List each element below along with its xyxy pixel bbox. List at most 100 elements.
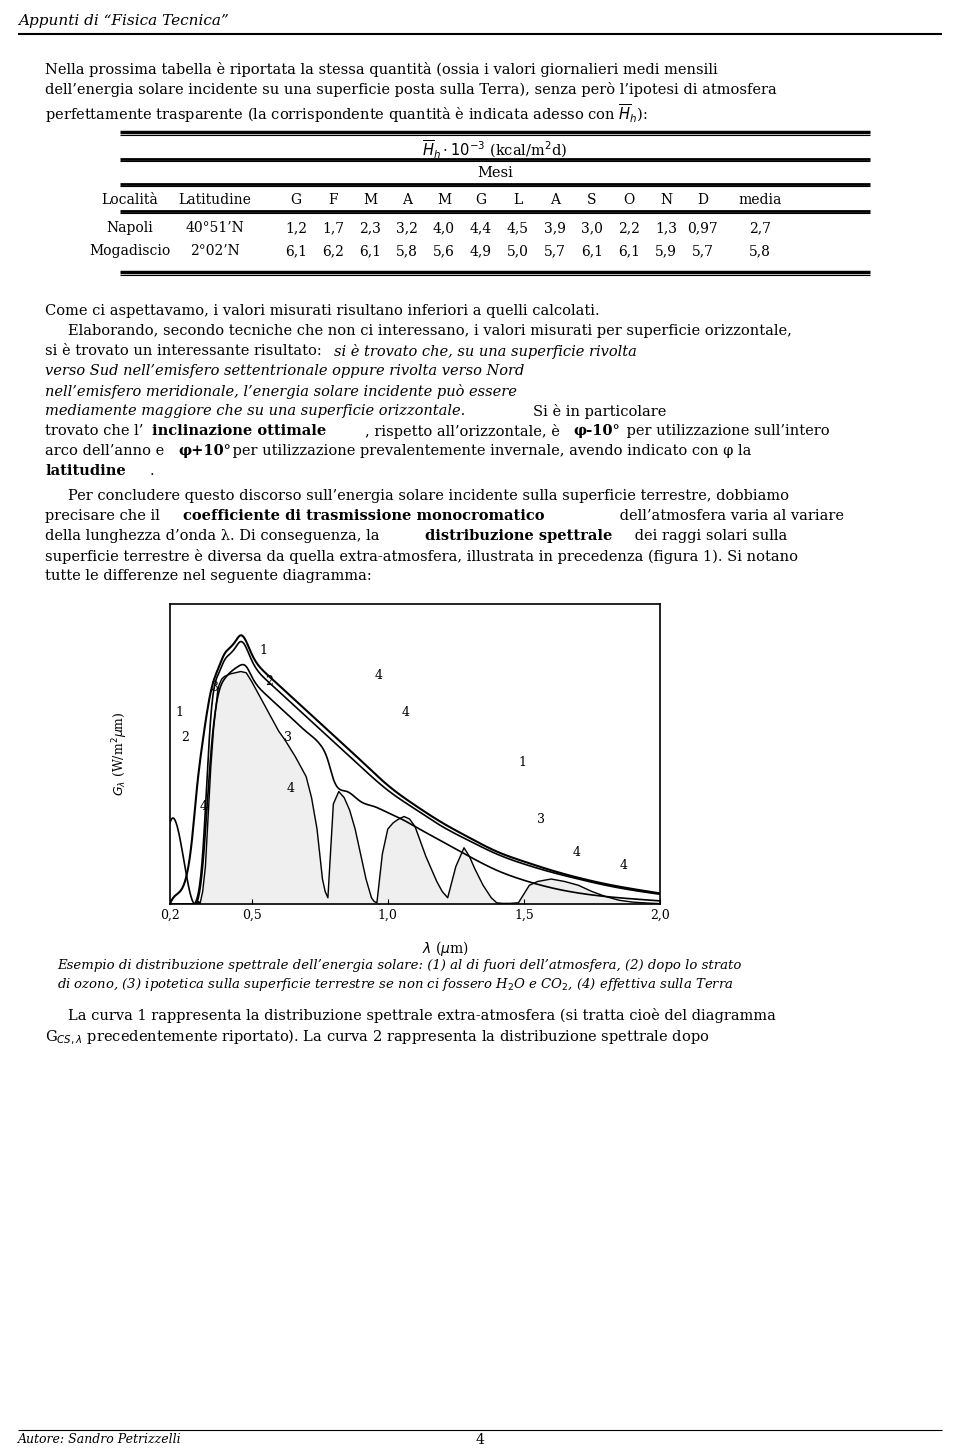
Text: φ+10°: φ+10° [178,443,230,458]
Text: Nella prossima tabella è riportata la stessa quantità (ossia i valori giornalier: Nella prossima tabella è riportata la st… [45,62,718,77]
Text: .: . [150,464,155,478]
Text: 0,97: 0,97 [687,222,718,235]
Text: 4: 4 [287,781,295,794]
Text: $\overline{H}_h \cdot 10^{-3}$ (kcal/m$^2$d): $\overline{H}_h \cdot 10^{-3}$ (kcal/m$^… [422,139,567,161]
Text: 3: 3 [538,813,545,826]
Text: La curva 1 rappresenta la distribuzione spettrale extra-atmosfera (si tratta cio: La curva 1 rappresenta la distribuzione … [68,1009,776,1023]
Text: G: G [475,193,487,207]
Text: 3: 3 [284,732,293,745]
Text: di ozono, (3) ipotetica sulla superficie terrestre se non ci fossero H$_2$O e CO: di ozono, (3) ipotetica sulla superficie… [57,977,733,993]
Text: 4,9: 4,9 [470,243,492,258]
Text: per utilizzazione sull’intero: per utilizzazione sull’intero [622,425,829,438]
Text: O: O [623,193,635,207]
Text: si è trovato un interessante risultato:: si è trovato un interessante risultato: [45,343,326,358]
Text: 1: 1 [176,707,183,720]
Text: 4: 4 [619,859,627,872]
Text: nell’emisfero meridionale, l’energia solare incidente può essere: nell’emisfero meridionale, l’energia sol… [45,384,516,398]
Text: media: media [738,193,781,207]
Text: , rispetto all’orizzontale, è: , rispetto all’orizzontale, è [365,425,564,439]
Text: 6,1: 6,1 [359,243,381,258]
Text: 2,2: 2,2 [618,222,640,235]
Text: 1: 1 [518,756,526,769]
Text: M: M [437,193,451,207]
Text: precisare che il: precisare che il [45,509,164,523]
Text: 4: 4 [401,707,409,720]
Text: 2,7: 2,7 [749,222,771,235]
Text: 4: 4 [200,800,208,813]
Text: 4: 4 [374,669,382,682]
Text: Località: Località [102,193,158,207]
Text: Per concludere questo discorso sull’energia solare incidente sulla superficie te: Per concludere questo discorso sull’ener… [68,488,789,503]
Text: 4: 4 [573,846,581,859]
Text: dell’atmosfera varia al variare: dell’atmosfera varia al variare [615,509,844,523]
Text: 6,1: 6,1 [618,243,640,258]
Text: 5,7: 5,7 [692,243,714,258]
Text: Mogadiscio: Mogadiscio [89,243,171,258]
Text: D: D [698,193,708,207]
Text: arco dell’anno e: arco dell’anno e [45,443,169,458]
Text: latitudine: latitudine [45,464,126,478]
Text: verso Sud nell’emisfero settentrionale oppure rivolta verso Nord: verso Sud nell’emisfero settentrionale o… [45,364,524,378]
Text: 4: 4 [475,1433,485,1448]
Text: Mesi: Mesi [477,167,513,180]
Text: 3,9: 3,9 [544,222,566,235]
Text: 2: 2 [265,675,274,688]
Text: della lunghezza d’onda λ. Di conseguenza, la: della lunghezza d’onda λ. Di conseguenza… [45,529,384,543]
Text: perfettamente trasparente (la corrispondente quantità è indicata adesso con $\ov: perfettamente trasparente (la corrispond… [45,101,648,125]
Text: inclinazione ottimale: inclinazione ottimale [152,425,326,438]
Text: A: A [402,193,412,207]
Text: dei raggi solari sulla: dei raggi solari sulla [630,529,787,543]
Text: Autore: Sandro Petrizzelli: Autore: Sandro Petrizzelli [18,1433,181,1446]
Text: 5,8: 5,8 [396,243,418,258]
Text: distribuzione spettrale: distribuzione spettrale [425,529,612,543]
Text: $\lambda$ ($\mu$m): $\lambda$ ($\mu$m) [421,939,468,958]
Text: 1,7: 1,7 [322,222,344,235]
Text: 4,0: 4,0 [433,222,455,235]
Text: dell’energia solare incidente su una superficie posta sulla Terra), senza però l: dell’energia solare incidente su una sup… [45,83,777,97]
Text: 5,8: 5,8 [749,243,771,258]
Text: Latitudine: Latitudine [179,193,252,207]
Text: 5,6: 5,6 [433,243,455,258]
Text: 3,0: 3,0 [581,222,603,235]
Text: A: A [550,193,560,207]
Text: 40°51’N: 40°51’N [185,222,245,235]
Text: F: F [328,193,338,207]
Text: 2: 2 [180,732,189,745]
Text: 5,9: 5,9 [655,243,677,258]
Text: M: M [363,193,377,207]
Text: L: L [514,193,522,207]
Text: 2°02’N: 2°02’N [190,243,240,258]
Text: G$_{CS,\lambda}$ precedentemente riportato). La curva 2 rappresenta la distribuz: G$_{CS,\lambda}$ precedentemente riporta… [45,1027,709,1048]
Text: 6,1: 6,1 [581,243,603,258]
Text: 6,1: 6,1 [285,243,307,258]
Text: 5,0: 5,0 [507,243,529,258]
Text: G: G [291,193,301,207]
Text: mediamente maggiore che su una superficie orizzontale.: mediamente maggiore che su una superfici… [45,404,466,417]
Text: N: N [660,193,672,207]
Text: coefficiente di trasmissione monocromatico: coefficiente di trasmissione monocromati… [183,509,544,523]
Text: 1,2: 1,2 [285,222,307,235]
Text: Appunti di “Fisica Tecnica”: Appunti di “Fisica Tecnica” [18,14,228,28]
Text: Si è in particolare: Si è in particolare [533,404,666,419]
Text: superficie terrestre è diversa da quella extra-atmosfera, illustrata in preceden: superficie terrestre è diversa da quella… [45,549,798,564]
Text: per utilizzazione prevalentemente invernale, avendo indicato con φ la: per utilizzazione prevalentemente invern… [228,443,752,458]
Text: 2,3: 2,3 [359,222,381,235]
Text: S: S [588,193,597,207]
Text: si è trovato che, su una superficie rivolta: si è trovato che, su una superficie rivo… [334,343,636,359]
Text: 3,2: 3,2 [396,222,418,235]
Text: 1,3: 1,3 [655,222,677,235]
Text: Elaborando, secondo tecniche che non ci interessano, i valori misurati per super: Elaborando, secondo tecniche che non ci … [68,325,792,338]
Text: Come ci aspettavamo, i valori misurati risultano inferiori a quelli calcolati.: Come ci aspettavamo, i valori misurati r… [45,304,600,317]
Text: 6,2: 6,2 [322,243,344,258]
Text: φ-10°: φ-10° [573,425,620,438]
Text: tutte le differenze nel seguente diagramma:: tutte le differenze nel seguente diagram… [45,569,372,582]
Text: 5,7: 5,7 [544,243,566,258]
Text: 4,5: 4,5 [507,222,529,235]
Text: 4,4: 4,4 [470,222,492,235]
Text: Esempio di distribuzione spettrale dell’energia solare: (1) al di fuori dell’atm: Esempio di distribuzione spettrale dell’… [57,959,741,972]
Text: 1: 1 [260,643,268,656]
Text: trovato che l’: trovato che l’ [45,425,143,438]
Text: Napoli: Napoli [107,222,154,235]
Text: $G_\lambda$ (W/m$^2\mu$m): $G_\lambda$ (W/m$^2\mu$m) [110,711,130,797]
Text: 3: 3 [211,681,219,694]
